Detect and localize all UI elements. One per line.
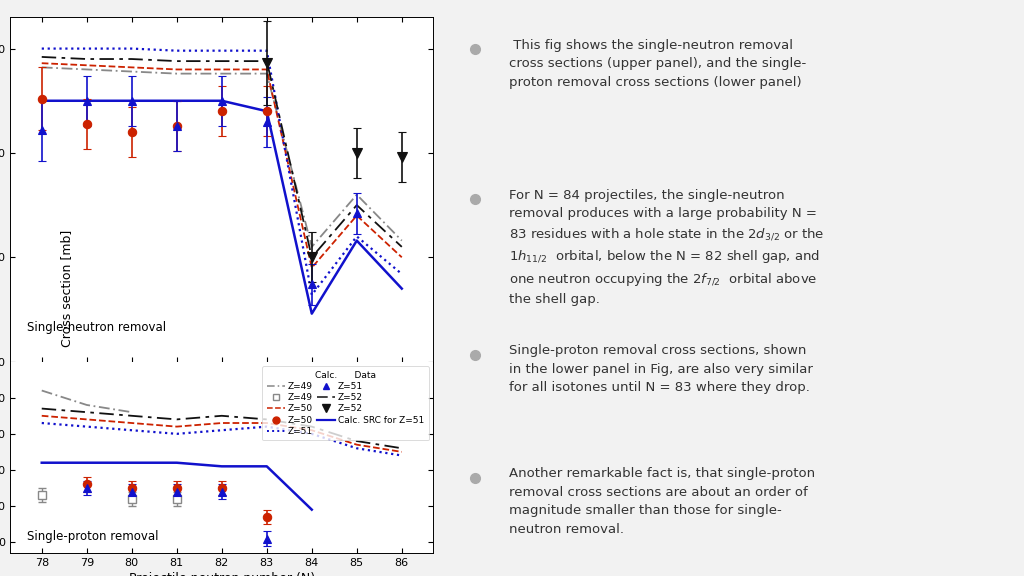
Text: Single-proton removal cross sections, shown
in the lower panel in Fig, are also : Single-proton removal cross sections, sh… — [509, 344, 813, 394]
X-axis label: Projectile neutron number (N): Projectile neutron number (N) — [129, 572, 314, 576]
Text: This fig shows the single-neutron removal
cross sections (upper panel), and the : This fig shows the single-neutron remova… — [509, 39, 806, 89]
Legend: Z=49, Z=49, Z=50, Z=50, Z=51, Z=51, Z=52, Z=52, Calc. SRC for Z=51: Z=49, Z=49, Z=50, Z=50, Z=51, Z=51, Z=52… — [262, 366, 429, 441]
Text: Single-neutron removal: Single-neutron removal — [28, 321, 166, 334]
Text: For N = 84 projectiles, the single-neutron
removal produces with a large probabi: For N = 84 projectiles, the single-neutr… — [509, 189, 824, 306]
Text: Cross section [mb]: Cross section [mb] — [60, 229, 73, 347]
Text: Single-proton removal: Single-proton removal — [28, 530, 159, 543]
Text: Another remarkable fact is, that single-proton
removal cross sections are about : Another remarkable fact is, that single-… — [509, 467, 815, 536]
